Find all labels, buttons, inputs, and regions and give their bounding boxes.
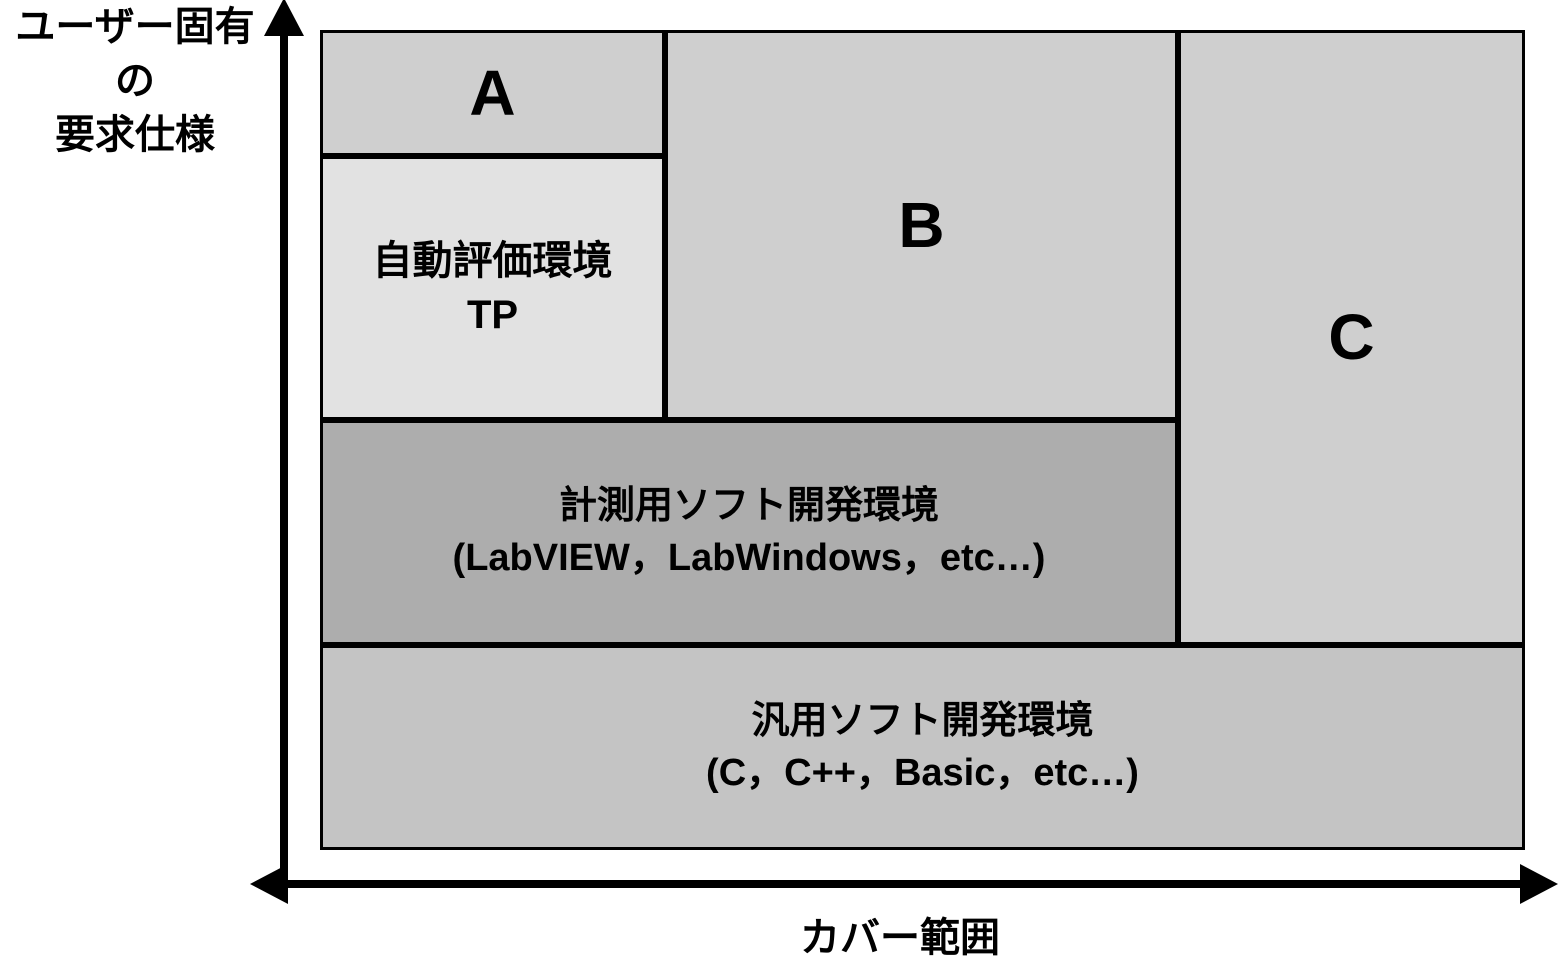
box-measure-label: 計測用ソフト開発環境(LabVIEW，LabWindows，etc…) [453, 481, 1046, 584]
y-axis-label: ユーザー固有の要求仕様 [0, 0, 270, 162]
box-c: C [1178, 30, 1525, 645]
x-axis-arrow-right-icon [1520, 864, 1558, 904]
box-a-label: A [469, 50, 515, 136]
box-c-label: C [1328, 294, 1374, 380]
box-auto-eval-tp: 自動評価環境TP [320, 156, 665, 420]
box-measurement-dev-env: 計測用ソフト開発環境(LabVIEW，LabWindows，etc…) [320, 420, 1178, 645]
box-a: A [320, 30, 665, 156]
diagram-container: ユーザー固有の要求仕様 カバー範囲 汎用ソフト開発環境(C，C++，Basic，… [0, 0, 1563, 966]
y-axis-label-text: ユーザー固有の要求仕様 [15, 5, 254, 157]
x-axis-label-text: カバー範囲 [800, 916, 1000, 960]
x-axis-line [280, 880, 1530, 888]
box-generic-label: 汎用ソフト開発環境(C，C++，Basic，etc…) [706, 696, 1139, 799]
box-tp-label: 自動評価環境TP [373, 234, 613, 342]
box-b-label: B [898, 182, 944, 268]
box-generic-dev-env: 汎用ソフト開発環境(C，C++，Basic，etc…) [320, 645, 1525, 850]
chart-area: 汎用ソフト開発環境(C，C++，Basic，etc…) 計測用ソフト開発環境(L… [320, 30, 1525, 850]
y-axis-line [280, 10, 288, 870]
x-axis-label: カバー範囲 [700, 905, 1100, 963]
box-b: B [665, 30, 1178, 420]
